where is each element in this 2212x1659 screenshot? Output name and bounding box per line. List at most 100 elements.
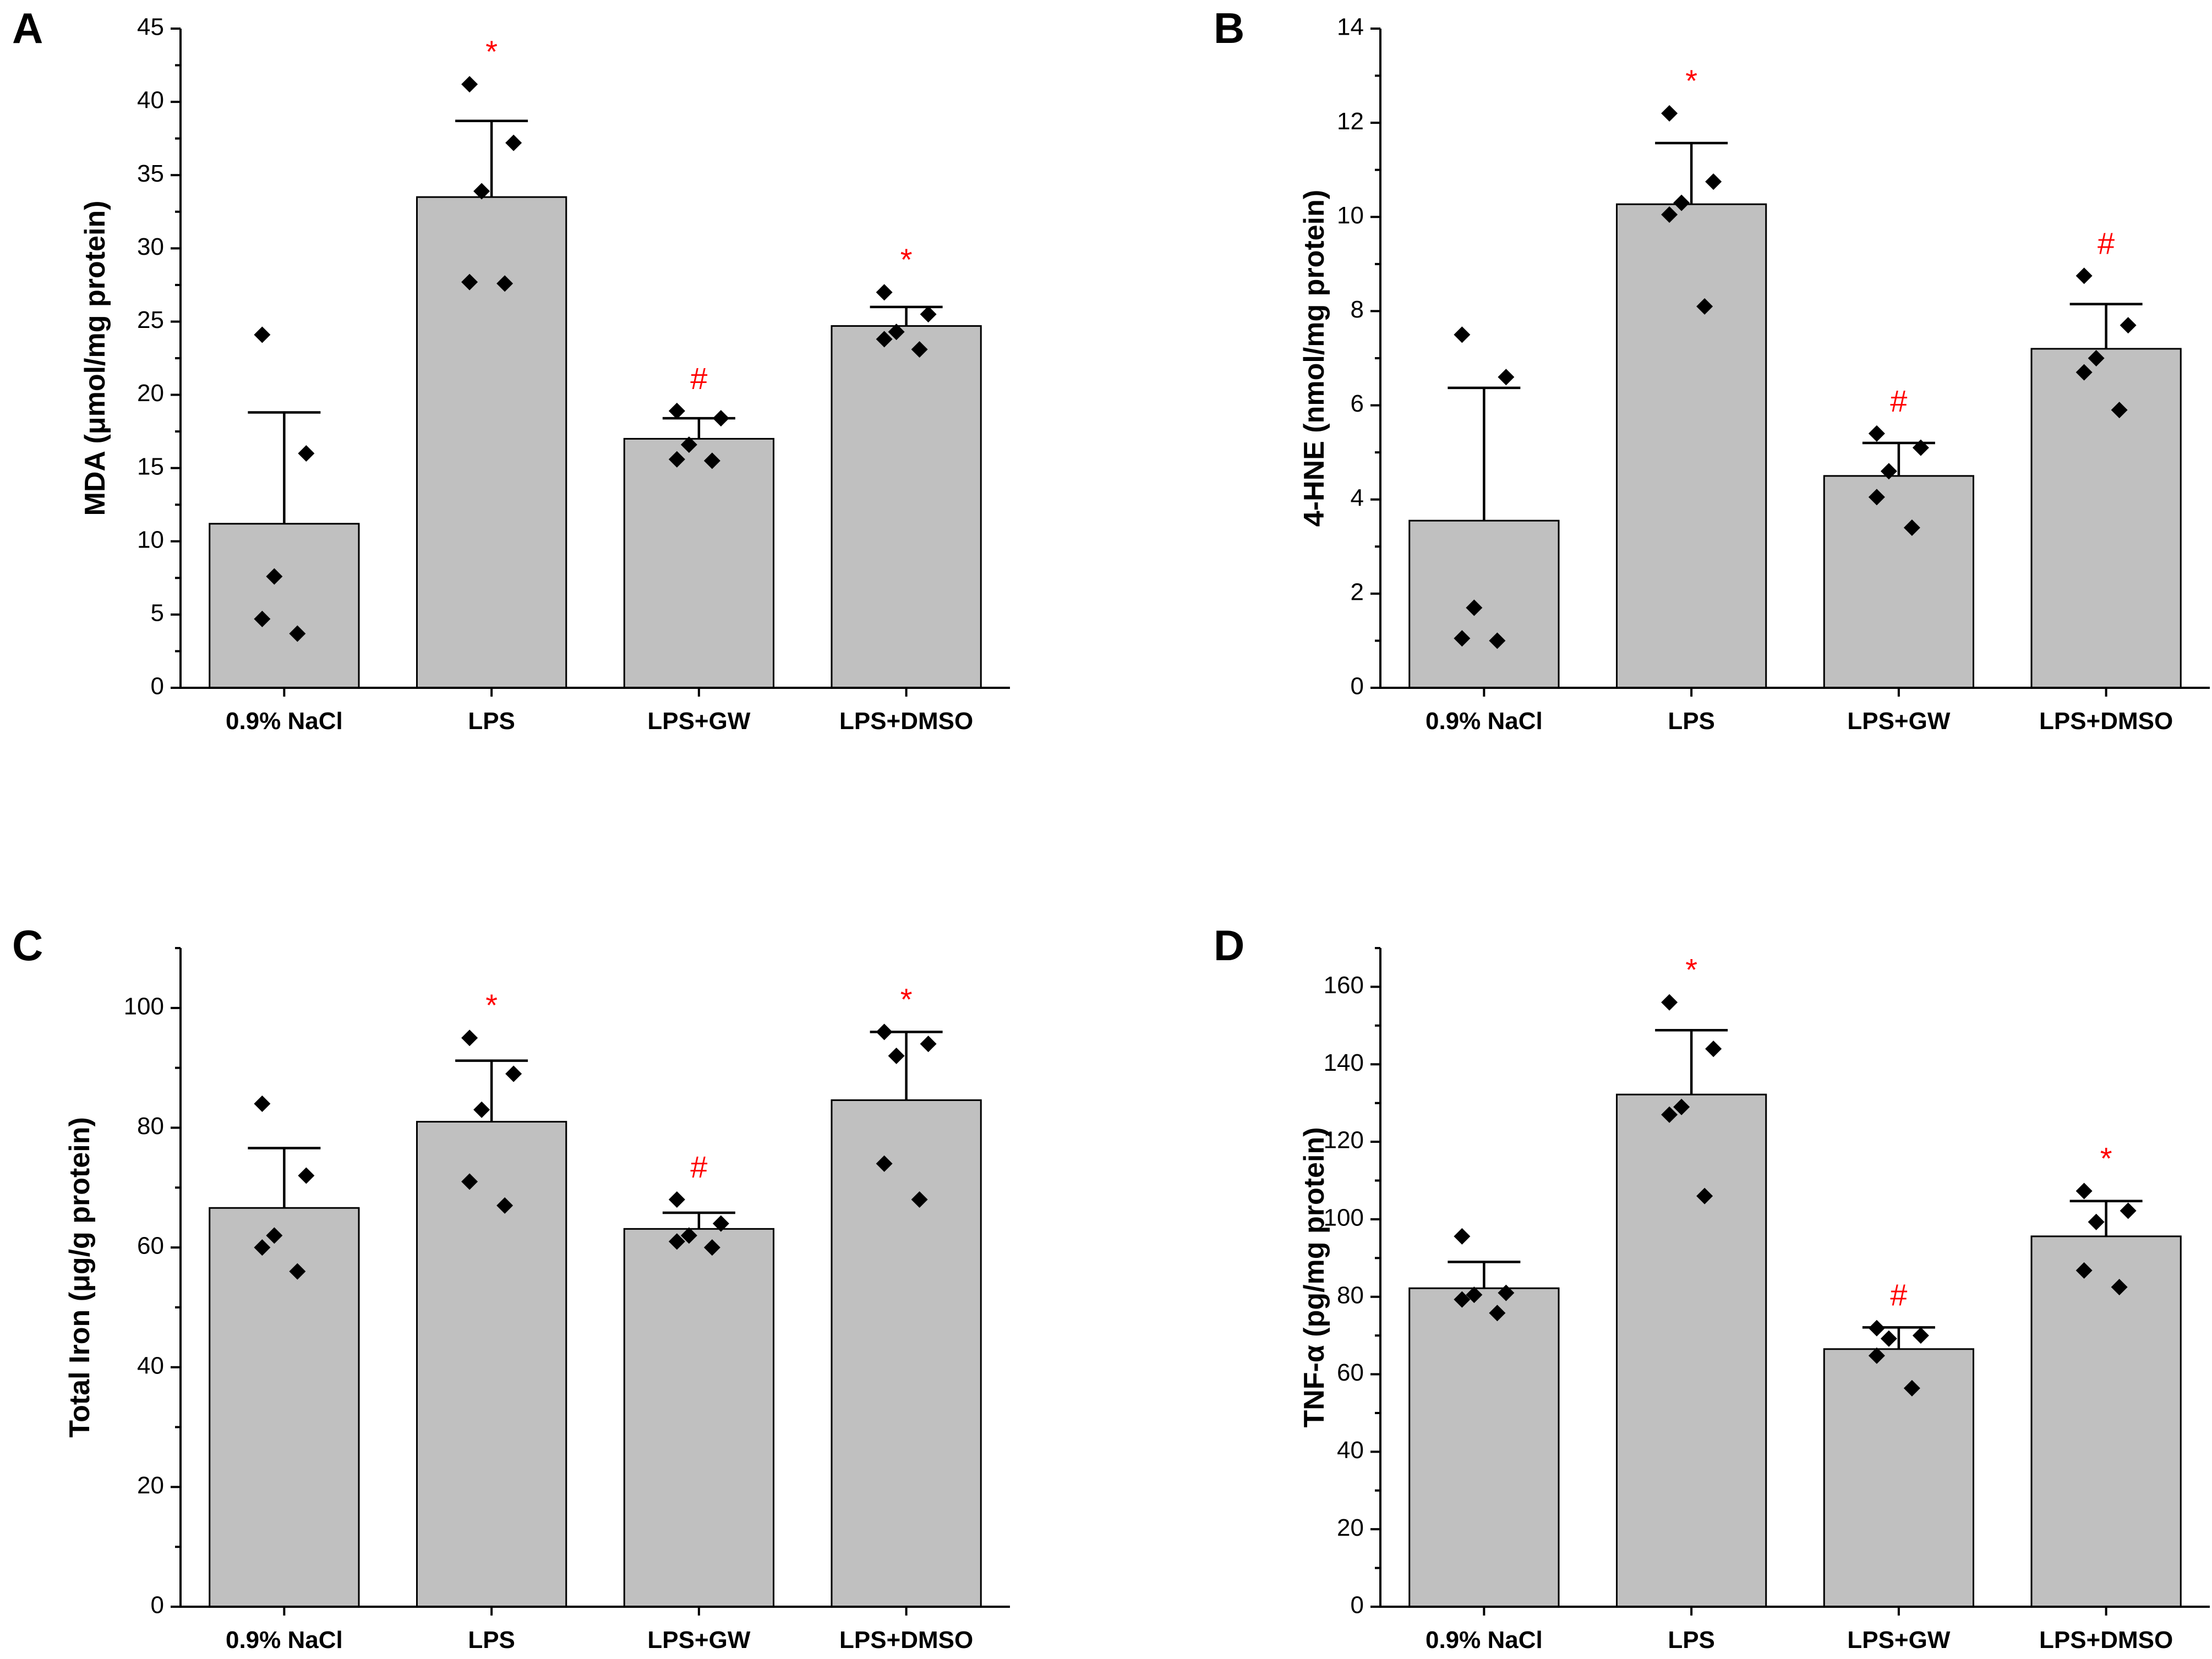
- y-tick-label-d-120: 120: [1324, 1127, 1364, 1154]
- panel-letter-c: C: [12, 921, 43, 970]
- y-tick-label-b-6: 6: [1351, 390, 1364, 417]
- data-point-a-2-2: [505, 134, 522, 151]
- panel-b: B 4-HNE (nmol/mg protein) * # #0 2 4 6 8 10 12 14 0.…: [1214, 4, 2210, 735]
- data-point-c-1-1: [254, 1095, 271, 1112]
- y-tick-label-d-0: 0: [1351, 1592, 1364, 1619]
- data-point-d-1-5: [1489, 1305, 1506, 1322]
- data-point-c-3-5: [703, 1239, 720, 1256]
- y-tick-label-a-45: 45: [137, 14, 164, 41]
- y-tick-label-b-12: 12: [1337, 108, 1364, 135]
- y-axis-title-b: 4-HNE (nmol/mg protein): [1298, 190, 1330, 527]
- significance-marker-b-3: #: [1890, 384, 1907, 418]
- bar-a-4: [831, 325, 982, 689]
- data-point-c-3-2: [712, 1215, 729, 1232]
- y-tick-label-a-40: 40: [137, 87, 164, 114]
- x-tick-label-b-2: LPS: [1668, 708, 1715, 735]
- x-tick-label-d-3: LPS+GW: [1847, 1627, 1950, 1653]
- significance-marker-c-4: *: [900, 982, 913, 1016]
- data-point-b-3-5: [1903, 519, 1920, 536]
- data-point-b-1-5: [1489, 632, 1506, 649]
- bar-a-1: [209, 523, 360, 689]
- data-point-d-3-3: [1880, 1330, 1897, 1347]
- data-point-d-3-1: [1868, 1319, 1885, 1337]
- data-point-c-1-3: [266, 1227, 283, 1244]
- significance-marker-b-2: *: [1685, 63, 1697, 98]
- data-point-c-2-5: [496, 1197, 514, 1214]
- y-tick-label-c-80: 80: [137, 1113, 164, 1140]
- y-tick-label-a-5: 5: [151, 600, 164, 627]
- x-tick-label-d-4: LPS+DMSO: [2039, 1627, 2173, 1653]
- data-point-c-3-4: [668, 1233, 685, 1250]
- y-tick-label-d-100: 100: [1324, 1204, 1364, 1231]
- data-point-b-2-3: [1673, 194, 1690, 211]
- data-point-c-1-5: [289, 1263, 306, 1280]
- y-tick-label-b-2: 2: [1351, 578, 1364, 605]
- bar-a-2: [416, 196, 567, 689]
- data-point-d-3-5: [1903, 1379, 1920, 1397]
- data-point-a-3-5: [703, 452, 720, 469]
- data-point-b-2-5: [1696, 298, 1713, 315]
- y-tick-label-d-60: 60: [1337, 1359, 1364, 1386]
- data-point-b-1-4: [1454, 630, 1471, 647]
- data-point-b-3-2: [1912, 439, 1929, 456]
- data-point-a-3-1: [668, 402, 685, 419]
- data-point-c-3-1: [668, 1191, 685, 1208]
- data-point-b-3-4: [1868, 489, 1885, 506]
- significance-marker-d-3: #: [1890, 1277, 1907, 1312]
- x-tick-label-c-3: LPS+GW: [647, 1627, 750, 1653]
- bar-b-1: [1408, 519, 1560, 689]
- data-point-d-4-3: [2088, 1213, 2105, 1230]
- data-point-c-4-4: [876, 1155, 893, 1172]
- y-tick-label-a-25: 25: [137, 306, 164, 333]
- data-point-d-2-1: [1661, 994, 1678, 1011]
- y-tick-label-a-15: 15: [137, 453, 164, 480]
- data-point-a-2-3: [473, 183, 490, 200]
- data-point-d-1-2: [1498, 1284, 1515, 1301]
- y-tick-label-c-40: 40: [137, 1352, 164, 1379]
- bar-c-4: [831, 1099, 982, 1608]
- y-tick-label-d-80: 80: [1337, 1282, 1364, 1308]
- data-point-b-4-4: [2076, 364, 2093, 381]
- bar-c-2: [416, 1121, 567, 1608]
- panel-letter-a: A: [12, 4, 43, 52]
- data-point-a-1-1: [254, 326, 271, 343]
- significance-marker-d-4: *: [2100, 1141, 2112, 1175]
- data-point-a-2-5: [496, 275, 514, 292]
- bar-b-3: [1823, 475, 1975, 689]
- data-point-a-4-2: [920, 306, 937, 323]
- y-axis-title-a: MDA (μmol/mg protein): [79, 201, 111, 516]
- data-point-d-1-4: [1454, 1291, 1471, 1308]
- bar-d-1: [1408, 1287, 1560, 1608]
- y-tick-label-b-10: 10: [1337, 202, 1364, 229]
- y-tick-label-b-8: 8: [1351, 296, 1364, 323]
- panel-letter-b: B: [1214, 4, 1244, 52]
- data-point-c-2-3: [473, 1101, 490, 1118]
- bar-a-3: [623, 437, 775, 689]
- data-point-a-4-3: [888, 324, 905, 341]
- data-point-d-3-4: [1868, 1347, 1885, 1364]
- data-point-c-4-3: [888, 1047, 905, 1064]
- data-point-a-1-5: [289, 625, 306, 642]
- y-axis-title-d: TNF-α (pg/mg protein): [1298, 1127, 1330, 1427]
- y-tick-label-d-160: 160: [1324, 972, 1364, 999]
- y-tick-label-a-0: 0: [151, 673, 164, 700]
- data-point-d-4-2: [2120, 1202, 2137, 1219]
- y-tick-label-b-14: 14: [1337, 14, 1364, 41]
- data-point-c-2-2: [505, 1065, 522, 1082]
- data-point-b-2-1: [1661, 105, 1678, 122]
- y-tick-label-a-35: 35: [137, 160, 164, 187]
- x-tick-label-a-2: LPS: [468, 708, 515, 735]
- data-point-c-4-2: [920, 1036, 937, 1053]
- data-point-a-4-5: [911, 341, 928, 358]
- y-tick-label-c-100: 100: [124, 993, 164, 1020]
- y-tick-label-a-30: 30: [137, 233, 164, 260]
- x-tick-label-a-4: LPS+DMSO: [839, 708, 973, 735]
- data-point-b-2-2: [1705, 173, 1722, 190]
- data-point-c-2-1: [461, 1030, 478, 1047]
- data-point-d-4-1: [2076, 1182, 2093, 1200]
- y-tick-label-d-40: 40: [1337, 1437, 1364, 1464]
- data-point-b-4-5: [2111, 402, 2128, 419]
- data-point-b-1-2: [1498, 369, 1515, 386]
- data-point-d-3-2: [1912, 1327, 1929, 1344]
